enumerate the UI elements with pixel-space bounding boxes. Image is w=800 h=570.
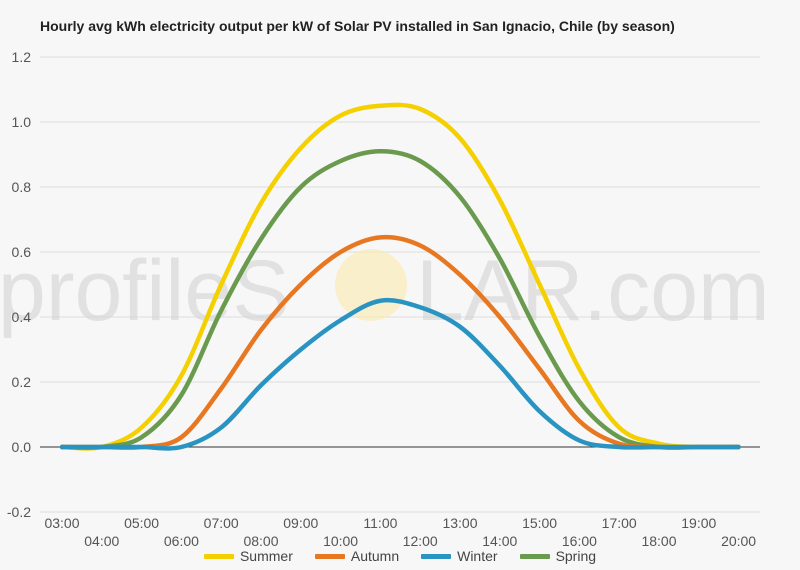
- x-tick-label: 06:00: [164, 533, 199, 549]
- legend-label: Winter: [457, 548, 498, 564]
- y-tick-label: 0.2: [12, 374, 32, 390]
- x-tick-label: 15:00: [522, 515, 557, 531]
- chart-title: Hourly avg kWh electricity output per kW…: [40, 18, 675, 34]
- legend: Summer Autumn Winter Spring: [0, 548, 800, 564]
- series-line-winter: [59, 297, 741, 451]
- legend-swatch: [519, 553, 550, 559]
- y-tick-label: 0.0: [12, 439, 32, 455]
- legend-label: Spring: [555, 548, 597, 564]
- y-tick-label: 1.2: [12, 49, 32, 65]
- series-lines: [59, 102, 741, 451]
- legend-label: Summer: [239, 548, 293, 564]
- legend-label: Autumn: [350, 548, 400, 564]
- y-tick-label: 0.4: [12, 309, 32, 325]
- legend-swatch: [421, 553, 452, 559]
- watermark-text-right: LAR.com: [416, 243, 770, 339]
- y-tick-label: 0.8: [12, 179, 32, 195]
- y-axis: 1.2 1.0 0.8 0.6 0.4 0.2 0.0 -0.2: [7, 49, 31, 520]
- series-line-autumn: [59, 234, 741, 450]
- x-tick-label: 17:00: [602, 515, 637, 531]
- watermark-text-left: profileS: [0, 243, 290, 339]
- x-tick-label: 03:00: [44, 515, 79, 531]
- x-tick-label: 11:00: [363, 515, 397, 531]
- x-tick-label: 20:00: [721, 533, 756, 549]
- watermark-sun-icon: [335, 249, 407, 321]
- y-tick-label: 1.0: [12, 114, 32, 130]
- series-line-summer: [59, 102, 741, 451]
- x-tick-label: 19:00: [681, 515, 716, 531]
- x-tick-label: 10:00: [323, 533, 358, 549]
- x-tick-label: 12:00: [403, 533, 438, 549]
- x-tick-label: 09:00: [283, 515, 318, 531]
- x-tick-label: 04:00: [84, 533, 119, 549]
- x-tick-label: 14:00: [482, 533, 517, 549]
- series-line-spring: [59, 149, 741, 450]
- x-tick-label: 08:00: [243, 533, 278, 549]
- x-tick-label: 18:00: [641, 533, 676, 549]
- legend-item-summer: Summer: [203, 548, 293, 564]
- x-tick-label: 07:00: [204, 515, 239, 531]
- legend-item-winter: Winter: [421, 548, 498, 564]
- x-tick-label: 16:00: [562, 533, 597, 549]
- legend-item-spring: Spring: [519, 548, 597, 564]
- legend-item-autumn: Autumn: [314, 548, 400, 564]
- y-tick-label: -0.2: [7, 504, 31, 520]
- y-tick-label: 0.6: [12, 244, 32, 260]
- x-tick-label: 13:00: [442, 515, 477, 531]
- legend-swatch: [203, 553, 234, 559]
- legend-swatch: [314, 553, 345, 559]
- x-tick-label: 05:00: [124, 515, 159, 531]
